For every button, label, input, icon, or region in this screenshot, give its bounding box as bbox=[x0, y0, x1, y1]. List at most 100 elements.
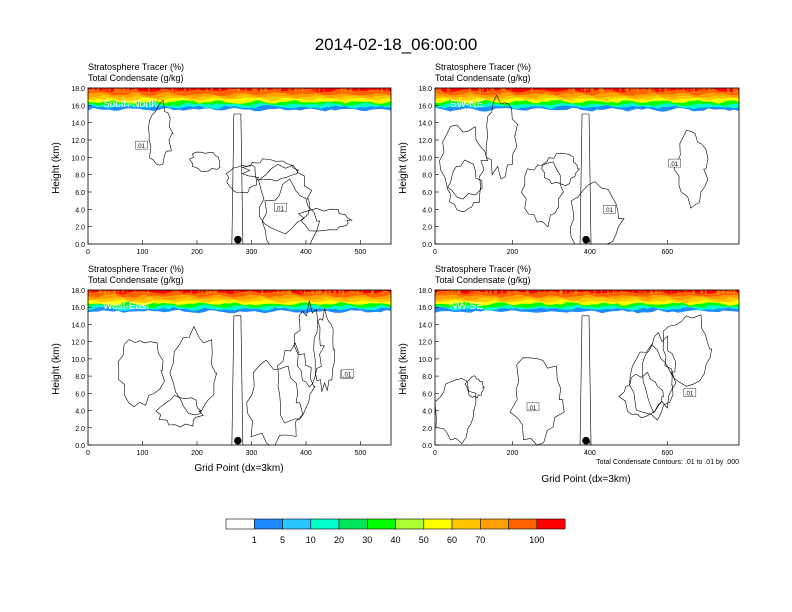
tracer-streak bbox=[584, 88, 586, 93]
colorbar-label: 5 bbox=[280, 535, 285, 545]
tracer-streak bbox=[658, 290, 662, 293]
condensate-contour bbox=[241, 158, 300, 182]
tracer-streak bbox=[260, 88, 263, 93]
tracer-streak bbox=[197, 290, 201, 294]
tracer-streak bbox=[664, 88, 668, 93]
x-tick-label: 500 bbox=[355, 450, 367, 457]
tracer-streak bbox=[209, 290, 211, 294]
y-tick-label: 12.0 bbox=[71, 340, 85, 347]
tracer-streak bbox=[119, 88, 121, 93]
condensate-contour bbox=[642, 332, 677, 414]
tracer-streak bbox=[124, 88, 126, 92]
y-tick-label: 0.0 bbox=[422, 242, 432, 249]
tracer-streak bbox=[508, 290, 510, 295]
panel-2: .01 .01 SW-NE 0.0 2.0 4.0 6.0 8.0 10.0 12.0 14.0 16… bbox=[418, 86, 740, 256]
tracer-streak bbox=[385, 88, 388, 92]
y-tick-label: 8.0 bbox=[75, 374, 85, 381]
y-tick-label: 12.0 bbox=[71, 138, 85, 145]
tracer-streak bbox=[654, 290, 657, 294]
panel2-y-axis-label: Height (km) bbox=[398, 142, 409, 194]
colorbar-label: 30 bbox=[362, 535, 372, 545]
panel2-title-condensate: Total Condensate (g/kg) bbox=[435, 73, 531, 83]
condensate-contour bbox=[155, 395, 204, 428]
tracer-streak bbox=[559, 290, 562, 295]
panel3-y-axis-label: Height (km) bbox=[51, 343, 62, 395]
y-tick-label: 12.0 bbox=[418, 340, 432, 347]
tracer-streak bbox=[114, 290, 117, 295]
x-tick-label: 100 bbox=[137, 249, 149, 256]
tracer-streak bbox=[677, 290, 680, 294]
tracer-streak bbox=[211, 290, 214, 293]
tracer-streak bbox=[486, 88, 489, 93]
tracer-streak bbox=[598, 88, 601, 92]
tracer-streak bbox=[648, 88, 652, 93]
tracer-streak bbox=[264, 88, 268, 92]
colorbar-swatch bbox=[423, 518, 453, 530]
tracer-streak bbox=[689, 88, 693, 93]
tracer-streak bbox=[537, 290, 541, 296]
tracer-streak bbox=[214, 290, 218, 294]
tracer-streak bbox=[699, 88, 701, 93]
tracer-streak bbox=[722, 290, 725, 294]
panel3-x-axis-label: Grid Point (dx=3km) bbox=[194, 463, 283, 474]
tracer-streak bbox=[339, 290, 341, 293]
tracer-streak bbox=[252, 88, 255, 92]
tracer-streak bbox=[509, 88, 512, 91]
x-tick-label: 200 bbox=[507, 450, 519, 457]
y-tick-label: 8.0 bbox=[75, 173, 85, 180]
tracer-streak bbox=[670, 290, 672, 293]
tracer-streak bbox=[591, 88, 593, 92]
tracer-streak bbox=[218, 88, 222, 93]
tracer-streak bbox=[201, 290, 204, 294]
x-tick-label: 600 bbox=[662, 249, 674, 256]
panel1-title-condensate: Total Condensate (g/kg) bbox=[88, 73, 184, 83]
tracer-streak bbox=[478, 88, 481, 93]
panel2-title-tracer: Stratosphere Tracer (%) bbox=[435, 62, 531, 72]
tracer-streak bbox=[494, 290, 498, 295]
y-tick-label: 18.0 bbox=[418, 288, 432, 295]
tracer-streak bbox=[594, 290, 597, 294]
tracer-streak bbox=[136, 88, 139, 93]
condensate-contour bbox=[629, 344, 674, 421]
y-tick-label: 14.0 bbox=[418, 121, 432, 128]
tracer-streak bbox=[651, 290, 653, 295]
y-tick-label: 6.0 bbox=[75, 391, 85, 398]
x-tick-label: 100 bbox=[137, 450, 149, 457]
panel4-title-tracer: Stratosphere Tracer (%) bbox=[435, 264, 531, 274]
tracer-streak bbox=[212, 290, 215, 294]
tracer-streak bbox=[692, 290, 695, 294]
tracer-streak bbox=[277, 290, 280, 294]
tracer-streak bbox=[489, 88, 491, 93]
colorbar-swatch bbox=[536, 518, 566, 530]
tracer-streak bbox=[101, 290, 103, 293]
tracer-streak bbox=[115, 88, 118, 92]
tracer-streak bbox=[658, 88, 662, 93]
tracer-streak bbox=[190, 290, 193, 295]
panel1-title-tracer: Stratosphere Tracer (%) bbox=[88, 62, 184, 72]
condensate-contour bbox=[439, 124, 488, 200]
x-tick-label: 0 bbox=[433, 249, 437, 256]
condensate-contour bbox=[231, 113, 244, 244]
contour-label: .01 bbox=[343, 373, 352, 379]
section-label: West-East bbox=[103, 301, 149, 312]
colorbar-swatch bbox=[282, 518, 312, 530]
tracer-streak bbox=[328, 290, 331, 295]
tracer-streak bbox=[728, 290, 731, 295]
tracer-streak bbox=[357, 290, 359, 296]
tracer-streak bbox=[148, 88, 150, 92]
condensate-contour bbox=[662, 314, 713, 387]
tracer-streak bbox=[297, 88, 300, 91]
plot-frame bbox=[87, 289, 392, 446]
tracer-streak bbox=[210, 88, 213, 91]
tracer-streak bbox=[282, 290, 285, 293]
condensate-contours bbox=[118, 300, 336, 445]
tracer-streak bbox=[369, 88, 370, 94]
tracer-streak bbox=[275, 88, 278, 91]
colorbar-label: 60 bbox=[447, 535, 457, 545]
tracer-streak bbox=[249, 290, 252, 295]
tracer-streak bbox=[289, 88, 292, 92]
tracer-streak bbox=[500, 88, 502, 93]
colorbar-swatch bbox=[395, 518, 425, 530]
x-tick-label: 200 bbox=[191, 450, 203, 457]
y-tick-label: 10.0 bbox=[71, 155, 85, 162]
